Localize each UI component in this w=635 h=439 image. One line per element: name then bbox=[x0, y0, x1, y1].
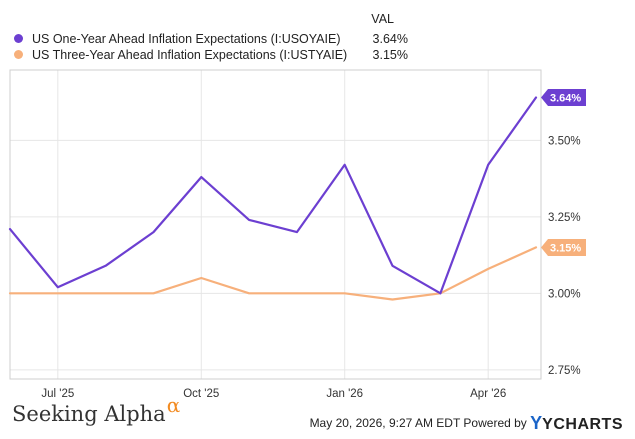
legend-dot-icon bbox=[14, 34, 23, 43]
legend-item-label: US Three-Year Ahead Inflation Expectatio… bbox=[32, 48, 348, 62]
y-tick-label: 3.00% bbox=[548, 288, 581, 300]
grid bbox=[10, 70, 541, 379]
axis-labels: 2.75% 3.00% 3.25% 3.50% Jul '25 Oct '25 Jan '2… bbox=[41, 89, 586, 400]
legend-item-one-year[interactable]: US One-Year Ahead Inflation Expectations… bbox=[14, 31, 414, 47]
alpha-icon: α bbox=[166, 393, 181, 417]
legend-item-value: 3.64% bbox=[372, 32, 408, 46]
series-line-three-year bbox=[8, 246, 538, 301]
end-label-bg-one-year bbox=[541, 89, 586, 107]
ycharts-logo-icon: Y bbox=[530, 413, 543, 433]
series-line-one-year bbox=[8, 96, 538, 295]
legend: VAL US One-Year Ahead Inflation Expectat… bbox=[0, 0, 635, 70]
x-tick-label: Oct '25 bbox=[183, 388, 219, 400]
legend-item-three-year[interactable]: US Three-Year Ahead Inflation Expectatio… bbox=[14, 47, 414, 63]
line-chart: 2.75% 3.00% 3.25% 3.50% Jul '25 Oct '25 Jan '2… bbox=[8, 69, 586, 400]
attribution: May 20, 2026, 9:27 AM EDT Powered by YYC… bbox=[310, 413, 623, 434]
brand-name: Seeking Alpha bbox=[12, 402, 166, 426]
y-tick-label: 3.25% bbox=[548, 212, 581, 224]
legend-value-header: VAL bbox=[371, 12, 394, 26]
series bbox=[8, 96, 538, 301]
end-label-one-year: 3.64% bbox=[550, 93, 581, 105]
end-label-three-year: 3.15% bbox=[550, 242, 581, 254]
y-tick-label: 2.75% bbox=[548, 365, 581, 377]
legend-item-label: US One-Year Ahead Inflation Expectations… bbox=[32, 32, 341, 46]
plot-border bbox=[9, 69, 542, 380]
x-tick-label: Jul '25 bbox=[41, 388, 74, 400]
timestamp: May 20, 2026, 9:27 AM EDT Powered by bbox=[309, 416, 527, 430]
x-tick-label: Jan '26 bbox=[326, 388, 363, 400]
ycharts-logo-text: YCHARTS bbox=[542, 416, 623, 433]
legend-item-value: 3.15% bbox=[372, 48, 408, 62]
plot-frame bbox=[9, 69, 542, 380]
end-label-bg-three-year bbox=[541, 238, 586, 256]
legend-dot-icon bbox=[14, 50, 23, 59]
seeking-alpha-logo: Seeking Alphaα bbox=[12, 393, 180, 436]
x-tick-label: Apr '26 bbox=[470, 388, 506, 400]
y-tick-label: 3.50% bbox=[548, 135, 581, 147]
